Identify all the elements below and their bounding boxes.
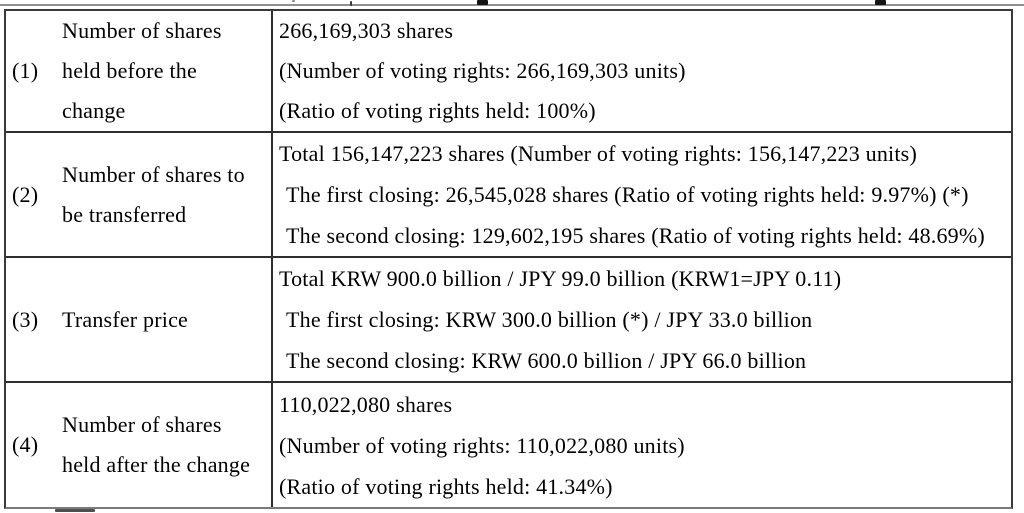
detail-line: 110,022,080 shares xyxy=(279,391,453,417)
table-row: (2) Number of shares to be transferred T… xyxy=(6,131,1011,256)
row-label-line: Number of shares xyxy=(62,412,222,437)
row-label-line: Transfer price xyxy=(62,306,189,332)
share-transfer-table: (1) Number of shares held before the cha… xyxy=(4,9,1013,509)
detail-line: The first closing: KRW 300.0 billion (*)… xyxy=(286,307,813,332)
detail-line: (Ratio of voting rights held: 41.34%) xyxy=(279,473,613,499)
detail-line: The second closing: KRW 600.0 billion / … xyxy=(286,348,807,373)
row-label: Transfer price xyxy=(62,300,271,340)
table-row: (3) Transfer price Total KRW 900.0 billi… xyxy=(6,256,1011,381)
table-row: (1) Number of shares held before the cha… xyxy=(6,11,1011,131)
detail-line: (Number of voting rights: 110,022,080 un… xyxy=(279,432,685,458)
clipped-row-border xyxy=(0,4,1024,6)
row-header-cell: (2) Number of shares to be transferred xyxy=(6,133,271,256)
row-label-line: held before the xyxy=(62,58,197,83)
clipped-text-fragment xyxy=(350,1,352,6)
row-label-line: Number of shares to xyxy=(62,161,245,187)
row-detail-cell: 266,169,303 shares (Number of voting rig… xyxy=(271,11,1011,131)
clipped-text-fragment xyxy=(477,0,488,5)
row-number: (1) xyxy=(12,58,39,83)
clipped-row-border-fragment xyxy=(55,509,95,512)
detail-line: 266,169,303 shares xyxy=(279,18,454,43)
row-label-line: change xyxy=(62,98,126,123)
detail-line: (Number of voting rights: 266,169,303 un… xyxy=(279,58,686,83)
row-label: Number of shares held before the change xyxy=(62,11,271,131)
detail-line: The first closing: 26,545,028 shares (Ra… xyxy=(286,182,969,207)
row-number: (2) xyxy=(12,181,39,207)
row-header-cell: (3) Transfer price xyxy=(6,258,271,381)
row-header-cell: (1) Number of shares held before the cha… xyxy=(6,11,271,131)
row-detail-cell: Total 156,147,223 shares (Number of voti… xyxy=(271,133,1011,256)
detail-line: (Ratio of voting rights held: 100%) xyxy=(279,98,596,123)
row-header-cell: (4) Number of shares held after the chan… xyxy=(6,383,271,507)
row-number: (4) xyxy=(12,432,39,457)
clipped-text-fragment xyxy=(875,0,886,5)
row-detail-cell: 110,022,080 shares (Number of voting rig… xyxy=(271,383,1011,507)
row-label-line: held after the change xyxy=(62,452,251,477)
row-detail-cell: Total KRW 900.0 billion / JPY 99.0 billi… xyxy=(271,258,1011,381)
detail-line: Total KRW 900.0 billion / JPY 99.0 billi… xyxy=(279,266,842,291)
row-label: Number of shares to be transferred xyxy=(62,155,271,235)
row-label: Number of shares held after the change xyxy=(62,405,271,485)
clipped-text-fragment xyxy=(292,0,295,2)
detail-line: Total 156,147,223 shares (Number of voti… xyxy=(279,141,917,166)
table-row: (4) Number of shares held after the chan… xyxy=(6,381,1011,507)
row-number: (3) xyxy=(12,306,39,332)
detail-line: The second closing: 129,602,195 shares (… xyxy=(286,223,985,248)
row-label-line: Number of shares xyxy=(62,18,222,43)
row-label-line: be transferred xyxy=(62,201,187,227)
